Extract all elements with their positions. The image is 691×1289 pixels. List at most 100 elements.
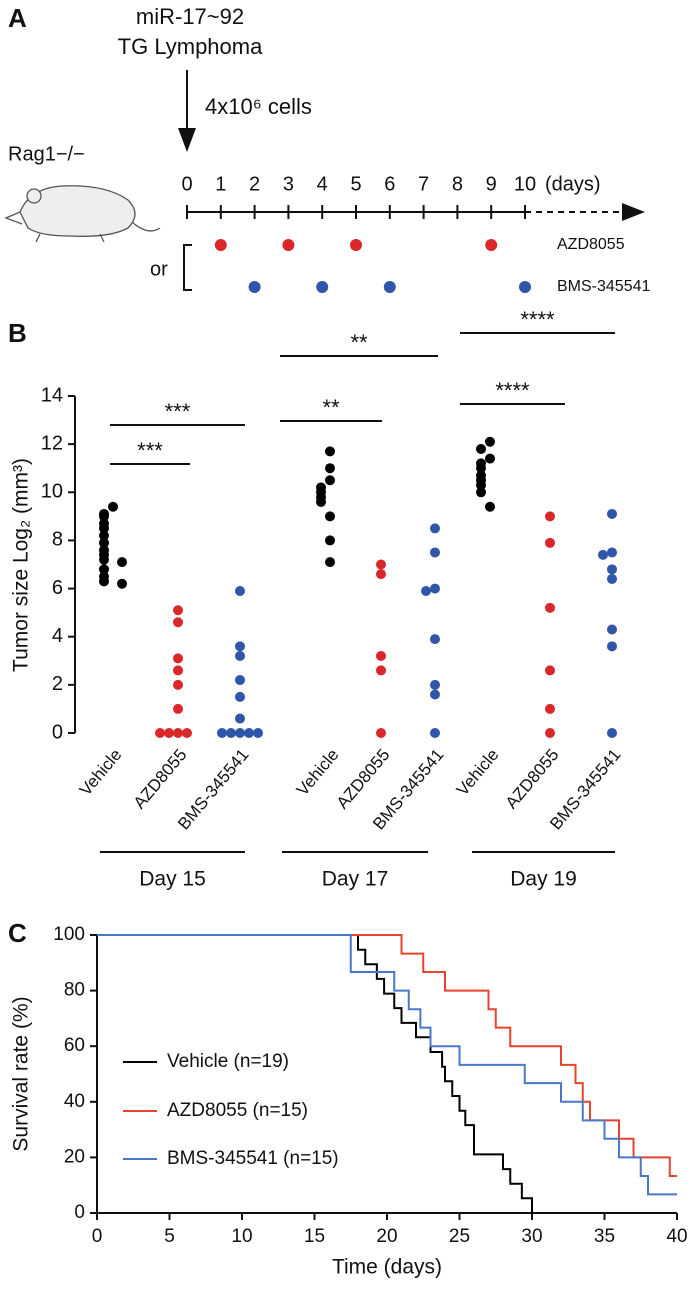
data-point: [376, 650, 386, 661]
significance-label: ***: [165, 399, 191, 424]
y-tick-label: 14: [41, 384, 63, 406]
tick-label: 4: [317, 173, 328, 195]
x-tick-label: 5: [164, 1226, 175, 1247]
data-point: [476, 443, 486, 454]
mouse-legs: [35, 233, 105, 243]
data-point: [235, 641, 245, 652]
data-point: [485, 501, 495, 512]
data-point: [607, 564, 617, 575]
y-tick-label: 12: [41, 432, 63, 454]
panel-label: B: [8, 318, 27, 348]
data-point: [430, 728, 440, 738]
tick-label: 0: [181, 173, 192, 195]
tick-label: 8: [452, 173, 463, 195]
data-point: [325, 535, 335, 546]
tick-label: 6: [384, 173, 395, 195]
data-point: [235, 691, 245, 702]
survival-curve: [97, 934, 677, 1196]
data-point: [545, 728, 555, 738]
mouse-ear: [26, 188, 42, 204]
data-point: [182, 728, 192, 738]
treatment-dot: [316, 281, 329, 293]
tick-label: 5: [350, 173, 361, 195]
tick-label: 9: [486, 173, 497, 195]
data-point: [235, 585, 245, 596]
connector-label: or: [150, 258, 168, 280]
data-point: [173, 605, 183, 616]
x-tick-label: 35: [594, 1226, 615, 1247]
data-point: [99, 554, 109, 565]
treatment-dot: [485, 239, 498, 251]
data-point: [325, 463, 335, 474]
y-tick-label: 4: [52, 625, 63, 647]
data-point: [430, 583, 440, 594]
arrow-head: [178, 128, 196, 152]
y-tick-label: 8: [52, 529, 63, 551]
y-axis-label: Survival rate (%): [10, 996, 33, 1151]
data-point: [607, 728, 617, 738]
data-point: [607, 508, 617, 519]
data-point: [545, 511, 555, 522]
y-tick-label: 100: [53, 924, 85, 945]
category-label: AZD8055: [130, 745, 191, 812]
data-point: [485, 436, 495, 447]
data-point: [376, 728, 386, 738]
treatment-dot: [282, 239, 295, 251]
tick-label: 7: [418, 173, 429, 195]
category-label: AZD8055: [502, 745, 563, 812]
data-point: [476, 480, 486, 491]
data-point: [235, 713, 245, 724]
data-point: [376, 559, 386, 570]
y-tick-label: 80: [64, 980, 85, 1001]
treatment-dot: [350, 239, 362, 251]
y-tick-label: 0: [74, 1202, 85, 1223]
data-point: [99, 523, 109, 534]
legend-label: BMS-345541: [557, 278, 650, 295]
data-point: [117, 557, 127, 568]
data-point: [164, 728, 174, 738]
x-tick-label: 20: [376, 1226, 397, 1247]
tick-label: 10: [514, 173, 536, 195]
data-point: [316, 496, 326, 507]
y-axis-label: Tumor size Log₂ (mm³): [10, 458, 33, 672]
x-tick-label: 15: [304, 1226, 325, 1247]
subtitle: TG Lymphoma: [118, 34, 263, 59]
panel-label: A: [8, 3, 27, 33]
data-point: [155, 728, 165, 738]
y-tick-label: 2: [52, 673, 63, 695]
survival-curve: [97, 934, 677, 1178]
group-label: Day 19: [510, 868, 577, 891]
data-point: [108, 501, 118, 512]
x-axis-label: (days): [545, 173, 601, 195]
injection-label: 4x10⁶ cells: [205, 94, 312, 119]
y-tick-label: 40: [64, 1091, 85, 1112]
data-point: [545, 602, 555, 613]
data-point: [244, 728, 254, 738]
significance-label: ***: [137, 438, 163, 463]
significance-label: ****: [495, 378, 530, 403]
data-point: [430, 634, 440, 645]
data-point: [376, 569, 386, 580]
data-point: [99, 530, 109, 541]
data-point: [99, 576, 109, 587]
panel-label: C: [8, 918, 27, 948]
data-point: [226, 728, 236, 738]
treatment-dot: [383, 281, 396, 293]
timeline-arrow-head: [622, 203, 645, 221]
y-tick-label: 20: [64, 1146, 85, 1167]
data-point: [545, 537, 555, 548]
legend-label: BMS-345541 (n=15): [167, 1148, 339, 1169]
data-point: [607, 624, 617, 635]
y-tick-label: 60: [64, 1035, 85, 1056]
bracket: [183, 244, 192, 291]
significance-label: **: [322, 395, 340, 420]
data-point: [235, 728, 245, 738]
y-tick-label: 0: [52, 721, 63, 743]
mouse-tail: [131, 221, 161, 232]
mouse-nose: [4, 211, 23, 225]
group-label: Day 15: [139, 868, 206, 891]
data-point: [325, 511, 335, 522]
data-point: [217, 728, 227, 738]
